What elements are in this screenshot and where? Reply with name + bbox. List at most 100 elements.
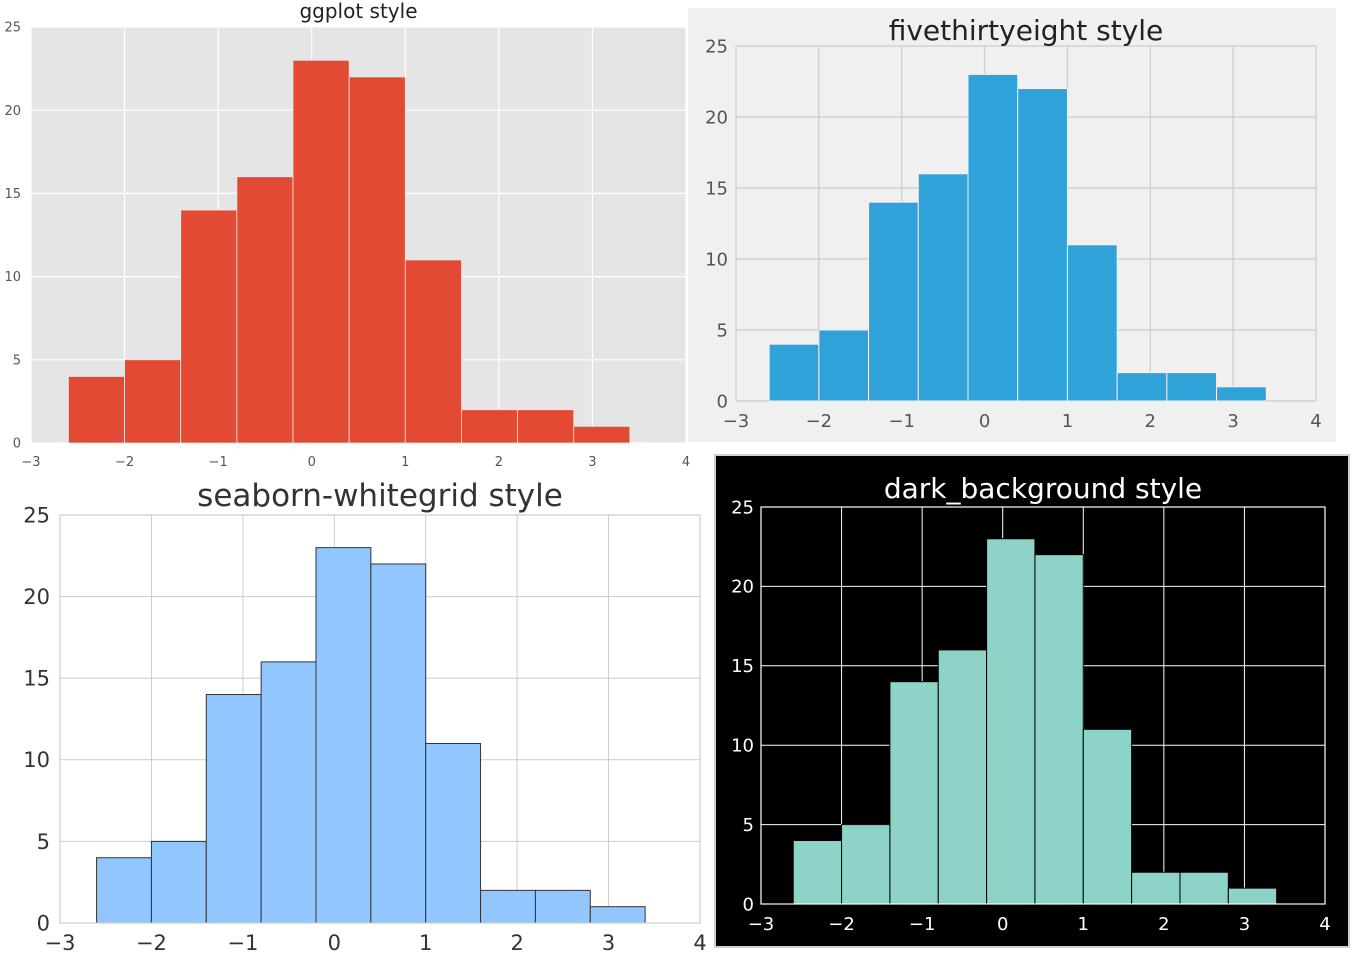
x-tick-label: −1 [888, 411, 915, 432]
histogram-bar [1227, 887, 1278, 905]
x-tick-label: 0 [997, 914, 1008, 935]
y-tick-label: 10 [4, 270, 21, 285]
histogram-bar [1116, 372, 1168, 402]
histogram-bar [68, 376, 125, 444]
histogram-bar [792, 839, 843, 905]
x-tick-label: 1 [1062, 411, 1073, 432]
x-tick-label: 2 [495, 455, 503, 470]
y-tick-label: 5 [717, 320, 728, 341]
bars [768, 73, 1267, 402]
histogram-bar [205, 694, 262, 924]
histogram-bar [818, 329, 870, 402]
plot-frame [59, 514, 701, 924]
x-tick-label: 2 [510, 931, 523, 955]
x-tick-label: 0 [308, 455, 316, 470]
histogram-bar [986, 538, 1036, 905]
y-tick-label: 20 [4, 104, 21, 119]
y-tick-labels: 0 5 10 15 20 25 [4, 21, 21, 452]
histogram-bar [96, 857, 152, 924]
x-tick-label: −2 [828, 914, 855, 935]
x-tick-label: 3 [1239, 914, 1250, 935]
bars [68, 59, 631, 444]
histogram-bar [517, 409, 575, 444]
y-tick-label: 5 [13, 353, 21, 368]
histogram-bar [1017, 88, 1068, 402]
histogram-bar [1179, 871, 1229, 905]
histogram-bar [917, 173, 969, 402]
histogram-bar [589, 906, 646, 924]
chart-title: ggplot style [299, 0, 417, 23]
histogram-bar [573, 425, 631, 444]
x-tick-label: 4 [682, 455, 690, 470]
chart-ggplot: −3 −2 −1 0 1 2 3 4 0 5 10 15 20 25 ggplot style [4, 0, 690, 470]
chart-dark-background: −3 −2 −1 0 1 2 3 4 0 5 10 15 20 25 dark_background sty… [731, 472, 1331, 935]
y-tick-label: 10 [23, 748, 50, 772]
x-tick-label: 4 [1319, 914, 1330, 935]
y-tick-label: 5 [743, 815, 754, 836]
histogram-bar [150, 840, 207, 924]
x-tick-label: 1 [1078, 914, 1089, 935]
histogram-bar [841, 824, 891, 905]
x-tick-labels: −3 −2 −1 0 1 2 3 4 [748, 914, 1331, 935]
x-tick-label: 3 [602, 931, 615, 955]
chart-panel-fivethirtyeight: −3 −2 −1 0 1 2 3 4 0 5 10 15 20 25 fivethirtyeight sty… [688, 8, 1336, 442]
histogram-bar [315, 547, 372, 924]
x-tick-label: −1 [209, 455, 228, 470]
x-tick-label: 2 [1145, 411, 1156, 432]
histogram-bar [1034, 554, 1084, 905]
histogram-bar [1166, 372, 1218, 402]
histogram-bar [461, 409, 518, 444]
histogram-bar [404, 259, 462, 444]
y-tick-label: 5 [37, 830, 50, 854]
y-tick-label: 15 [705, 178, 728, 199]
x-tick-label: 1 [419, 931, 432, 955]
histogram-bar [348, 76, 406, 444]
y-tick-labels: 0 5 10 15 20 25 [23, 503, 50, 935]
histogram-bar [889, 681, 939, 905]
chart-title: seaborn-whitegrid style [197, 478, 563, 514]
histogram-bar [534, 889, 591, 924]
x-tick-label: 3 [1227, 411, 1238, 432]
x-tick-label: −3 [45, 931, 76, 955]
chart-seaborn-whitegrid: −3 −2 −1 0 1 2 3 4 0 5 10 15 20 25 seaborn-whitegrid s… [23, 478, 707, 955]
histogram-bar [425, 742, 482, 924]
histogram-bar [1216, 386, 1267, 402]
y-tick-labels: 0 5 10 15 20 25 [705, 36, 728, 412]
x-tick-label: −2 [115, 455, 134, 470]
y-tick-label: 20 [23, 585, 50, 609]
y-tick-label: 0 [13, 437, 21, 452]
y-tick-label: 0 [37, 911, 50, 935]
y-tick-label: 25 [731, 497, 754, 518]
x-tick-label: 3 [588, 455, 596, 470]
y-tick-label: 15 [731, 656, 754, 677]
y-tick-label: 15 [23, 667, 50, 691]
x-tick-labels: −3 −2 −1 0 1 2 3 4 [723, 411, 1322, 432]
y-tick-label: 0 [717, 391, 728, 412]
y-tick-label: 25 [4, 21, 21, 36]
chart-panel-ggplot: −3 −2 −1 0 1 2 3 4 0 5 10 15 20 25 ggplot style [0, 0, 690, 475]
y-tick-label: 15 [4, 187, 21, 202]
y-tick-label: 10 [705, 249, 728, 270]
histogram-bar [260, 661, 317, 924]
y-tick-label: 0 [743, 894, 754, 915]
chart-title: fivethirtyeight style [889, 14, 1164, 47]
x-tick-label: 4 [1310, 411, 1321, 432]
x-tick-label: 4 [693, 931, 706, 955]
y-tick-label: 10 [731, 736, 754, 757]
y-tick-label: 25 [23, 503, 50, 527]
y-tick-labels: 0 5 10 15 20 25 [731, 497, 754, 915]
histogram-bar [1082, 728, 1133, 905]
chart-title: dark_background style [884, 472, 1202, 505]
histogram-bar [768, 343, 820, 402]
histogram-bar [967, 73, 1019, 402]
histogram-bar [236, 176, 294, 444]
x-tick-label: −3 [723, 411, 750, 432]
x-tick-labels: −3 −2 −1 0 1 2 3 4 [21, 455, 690, 470]
histogram-bar [480, 889, 536, 924]
x-tick-labels: −3 −2 −1 0 1 2 3 4 [45, 931, 707, 955]
histogram-bar [1131, 871, 1181, 905]
x-tick-label: −1 [227, 931, 258, 955]
histogram-bar [124, 359, 182, 444]
chart-panel-seaborn-whitegrid: −3 −2 −1 0 1 2 3 4 0 5 10 15 20 25 seaborn-whitegrid s… [0, 472, 715, 966]
bars [792, 538, 1278, 905]
